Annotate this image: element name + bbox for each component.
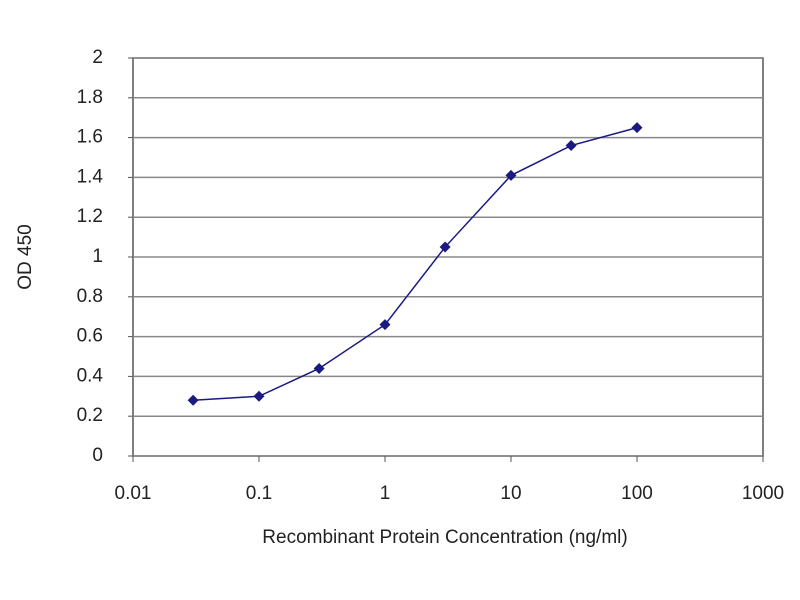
y-tick-label: 1.4 — [77, 166, 104, 187]
data-point — [631, 122, 643, 134]
data-point — [379, 319, 391, 331]
data-line — [193, 126, 638, 402]
x-tick-label: 0.01 — [115, 483, 152, 504]
y-tick-label: 1.2 — [77, 206, 103, 227]
data-point — [505, 169, 517, 181]
data-point — [565, 140, 577, 152]
y-tick-label: 1.8 — [77, 87, 103, 108]
y-axis-label: OD 450 — [15, 224, 36, 289]
y-tick-label: 1 — [92, 246, 103, 267]
data-point — [253, 390, 265, 402]
y-tick-label: 0.8 — [77, 286, 103, 307]
x-tick-label: 1000 — [742, 483, 784, 504]
data-point — [313, 362, 325, 374]
x-tick-label: 100 — [621, 483, 653, 504]
y-tick-label: 1.6 — [77, 127, 103, 148]
y-tick-label: 0.4 — [77, 365, 104, 386]
y-tick-label: 0.2 — [77, 405, 103, 426]
x-axis-label: Recombinant Protein Concentration (ng/ml… — [262, 527, 627, 548]
x-tick-label: 0.1 — [246, 483, 272, 504]
data-point — [187, 394, 199, 406]
y-tick-label: 2 — [92, 47, 103, 68]
y-tick-label: 0 — [92, 445, 103, 466]
data-point — [439, 241, 451, 253]
x-tick-label: 1 — [380, 483, 391, 504]
x-tick-label: 10 — [500, 483, 521, 504]
y-tick-label: 0.6 — [77, 326, 103, 347]
